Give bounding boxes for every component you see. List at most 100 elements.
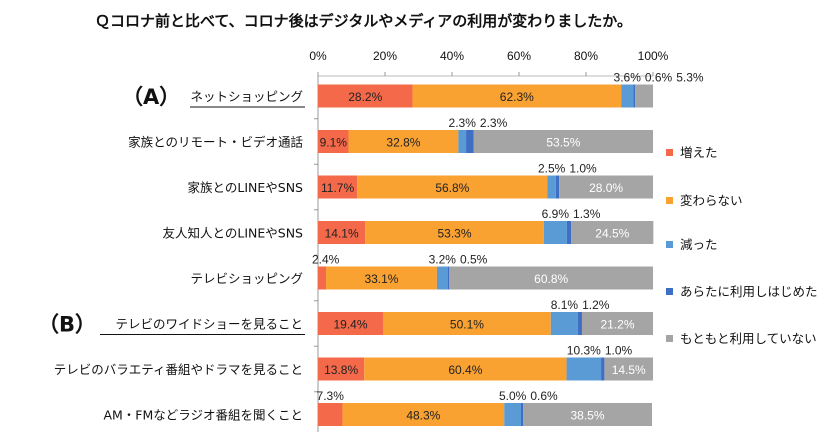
data-label: 33.1%	[364, 272, 398, 286]
data-label: 14.1%	[325, 227, 359, 241]
data-label: 53.3%	[437, 227, 471, 241]
data-label: 1.3%	[573, 207, 601, 221]
bar-segment	[581, 312, 653, 335]
data-label: 13.8%	[324, 363, 358, 377]
bar-segment	[318, 312, 383, 335]
bar-segment	[473, 130, 653, 153]
data-label: 1.0%	[605, 344, 633, 358]
data-label: 56.8%	[435, 181, 469, 195]
bar-segment	[523, 403, 652, 426]
legend-swatch	[666, 288, 673, 295]
bar-segment	[365, 221, 544, 244]
category-label: 家族とのLINEやSNS	[188, 180, 304, 195]
category-label: AM・FMなどラジオ番組を聞くこと	[103, 408, 303, 423]
x-tick-label: 40%	[440, 49, 464, 63]
data-label: 21.2%	[600, 318, 634, 332]
bar-segment	[318, 266, 327, 290]
bar-segment	[566, 357, 602, 381]
x-tick-label: 100%	[638, 49, 669, 63]
bar-segment	[318, 130, 349, 153]
bar-segment	[364, 357, 567, 381]
legend-label: 増えた	[680, 145, 718, 160]
bar-segment	[577, 312, 582, 335]
bar-segment	[436, 266, 448, 290]
data-label: 3.6%	[614, 71, 642, 85]
data-label: 10.3%	[567, 344, 601, 358]
group-mark: （B）	[38, 313, 96, 337]
bar-segment	[633, 84, 636, 108]
bar-segment	[342, 403, 505, 426]
bar-segment	[447, 266, 450, 290]
legend-swatch	[666, 197, 673, 204]
data-label: 14.5%	[612, 363, 646, 377]
bar-segment	[635, 84, 653, 108]
bar-segment	[318, 84, 413, 108]
bar-segment	[348, 130, 459, 153]
data-label: 6.9%	[542, 207, 570, 221]
legend-label: 減った	[680, 237, 718, 252]
data-label: 60.4%	[448, 363, 482, 377]
bar-segment	[466, 130, 474, 153]
data-label: 8.1%	[551, 298, 579, 312]
bar-segment	[604, 357, 653, 381]
bar-segment	[458, 130, 467, 153]
bar-segment	[621, 84, 634, 108]
data-label: 19.4%	[333, 318, 367, 332]
data-label: 1.2%	[582, 298, 610, 312]
data-label: 2.3%	[480, 116, 508, 130]
x-tick-label: 80%	[574, 49, 598, 63]
bar-segment	[521, 403, 524, 426]
data-label: 2.4%	[312, 253, 340, 267]
category-label: 友人知人とのLINEやSNS	[163, 226, 304, 241]
data-label: 9.1%	[320, 136, 348, 150]
data-label: 3.2%	[429, 253, 457, 267]
data-label: 60.8%	[534, 272, 568, 286]
data-label: 11.7%	[321, 181, 354, 195]
data-label: 48.3%	[406, 409, 440, 423]
bar-segment	[382, 312, 551, 335]
category-label: 家族とのリモート・ビデオ通話	[128, 135, 303, 150]
bar-segment	[318, 221, 366, 244]
data-label: 2.3%	[449, 116, 477, 130]
data-label: 53.5%	[546, 136, 580, 150]
data-label: 38.5%	[570, 409, 604, 423]
bar-segment	[559, 175, 653, 199]
bar-segment	[543, 221, 567, 244]
legend-label: 変わらない	[680, 193, 743, 208]
bar-segment	[318, 357, 365, 381]
legend-label: もともと利用していない	[680, 331, 817, 346]
bar-segment	[326, 266, 437, 290]
legend-label: あらたに利用しはじめた	[680, 284, 818, 299]
data-label: 32.8%	[386, 136, 420, 150]
legend-swatch	[666, 241, 673, 248]
chart-title: Ｑコロナ前と比べて、コロナ後はデジタルやメディアの利用が変わりましたか。	[95, 12, 633, 30]
category-label: テレビのバラエティ番組やドラマを見ること	[54, 362, 303, 377]
data-label: 50.1%	[450, 318, 484, 332]
data-label: 5.0%	[499, 389, 527, 403]
category-label: テレビのワイドショーを見ること	[115, 317, 303, 332]
bar-segment	[550, 312, 578, 335]
data-label: 5.3%	[676, 71, 704, 85]
legend-swatch	[666, 335, 673, 342]
data-label: 1.0%	[569, 162, 597, 176]
bar-segment	[449, 266, 653, 290]
x-tick-label: 60%	[507, 49, 531, 63]
group-mark: （A）	[122, 85, 180, 109]
category-label: ネットショッピング	[190, 89, 303, 104]
bar-segment	[357, 175, 548, 199]
bar-segment	[412, 84, 622, 108]
data-label: 0.6%	[645, 71, 673, 85]
bar-segment	[601, 357, 605, 381]
data-label: 0.5%	[460, 253, 488, 267]
data-label: 62.3%	[500, 90, 534, 104]
data-label: 28.0%	[589, 181, 623, 195]
bar-segment	[547, 175, 556, 199]
bar-segment	[566, 221, 572, 244]
data-label: 2.5%	[538, 162, 566, 176]
legend-swatch	[666, 149, 673, 156]
data-label: 28.2%	[348, 90, 382, 104]
data-label: 0.6%	[530, 389, 558, 403]
category-label: テレビショッピング	[190, 271, 303, 286]
